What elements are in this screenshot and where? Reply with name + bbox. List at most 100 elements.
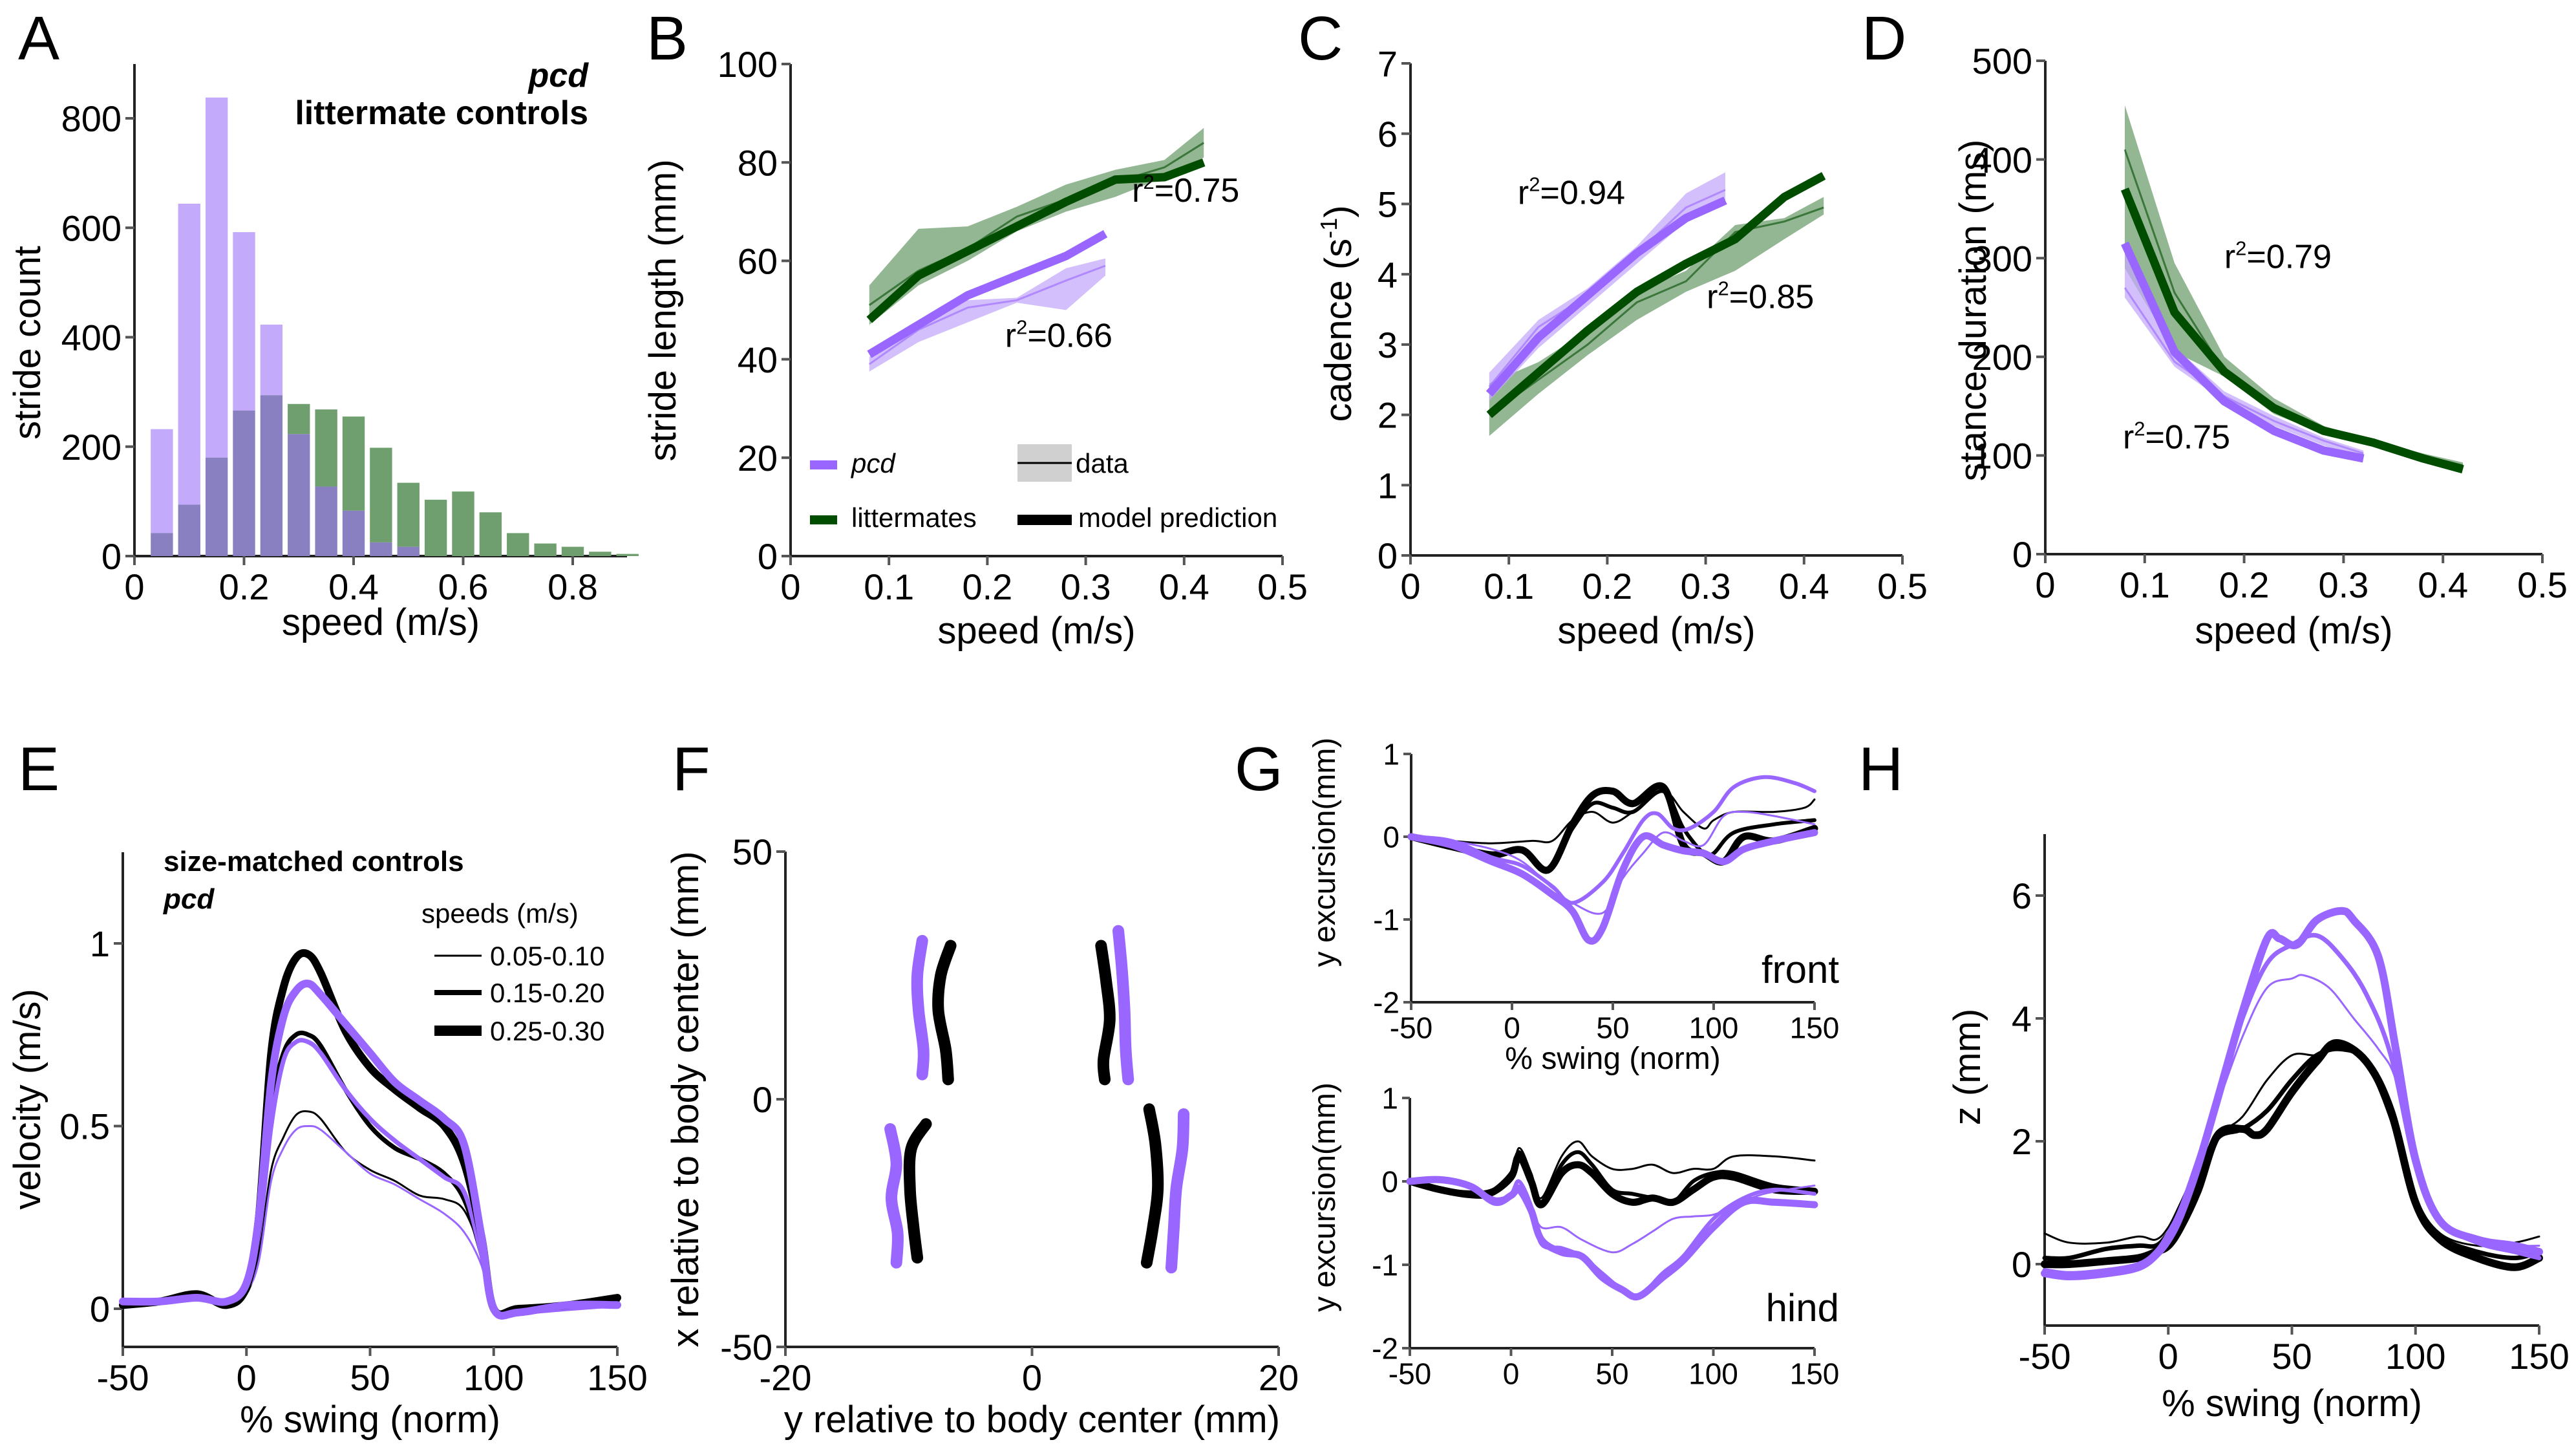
bar-littermate-controls — [452, 491, 474, 556]
y-tick-label: 1 — [90, 923, 110, 964]
curve-pcd-speed-2 — [2041, 907, 2543, 1280]
superscript-2: 2 — [1016, 316, 1027, 339]
y-tick-label: 400 — [61, 317, 122, 358]
x-tick-label: 0.2 — [219, 566, 270, 607]
bar-littermate-controls — [397, 482, 420, 547]
model-line-pcd — [2121, 241, 2365, 463]
curve-controls-speed-0 — [122, 1110, 619, 1314]
curve-pcd-speed-1 — [1409, 775, 1816, 905]
bar-littermate-controls — [315, 409, 337, 487]
y-tick-label: 0 — [758, 536, 778, 577]
legend-speeds-title: speeds (m/s) — [421, 898, 579, 929]
panel-letter-b: B — [646, 4, 688, 73]
model-line-littermates — [2120, 187, 2464, 474]
x-tick-label: 0.1 — [1484, 566, 1534, 607]
curve-pcd-speed-2 — [119, 980, 621, 1320]
x-tick-label: 0 — [124, 566, 144, 607]
y-tick-label: 1 — [1381, 1082, 1398, 1115]
y-axis-label: y excursion(mm) — [1308, 1082, 1342, 1312]
x-axis-label: % swing (norm) — [240, 1399, 500, 1441]
model-line-littermates — [1486, 172, 1826, 418]
panel-g-hind-y-excursion: -50 0 50 100 150 -2 -1 0 1 y excursion(mm) hind — [1308, 1082, 1839, 1391]
y-tick-label: 600 — [61, 208, 122, 248]
y-tick-label: 800 — [61, 98, 122, 139]
x-tick-label: 50 — [350, 1357, 390, 1398]
data-line-littermates — [1488, 206, 1824, 416]
trajectory-pcd — [1112, 925, 1134, 1086]
bar-littermate-controls — [589, 552, 612, 556]
panel-e-velocity: -50 0 50 100 150 0 0.5 1 % swing (norm) velocity … — [6, 846, 648, 1441]
y-tick-label: 5 — [1378, 184, 1398, 225]
bar-pcd — [233, 232, 255, 411]
x-tick-label: 0.4 — [1779, 566, 1829, 607]
curve-controls-speed-2 — [1407, 782, 1818, 874]
bar-pcd — [260, 325, 283, 396]
x-tick-label: 0.5 — [2517, 564, 2568, 605]
y-tick-label: 200 — [1972, 337, 2032, 378]
x-tick-label: 100 — [463, 1357, 524, 1398]
legend-pcd: pcd — [527, 57, 590, 94]
y-tick-label: 0 — [1381, 1165, 1398, 1199]
panel-g-front-label: front — [1762, 948, 1839, 991]
x-tick-label: 0 — [2035, 564, 2055, 605]
y-axis-label-end: ) — [1317, 205, 1359, 217]
x-tick-label: 0.4 — [328, 566, 379, 607]
curve-pcd-speed-0 — [122, 1124, 619, 1315]
x-tick-label: 100 — [2385, 1336, 2445, 1377]
y-tick-label: -50 — [720, 1327, 772, 1368]
trajectory-pcd — [884, 1123, 904, 1269]
x-tick-label: -50 — [2019, 1336, 2071, 1377]
bar-overlap — [288, 434, 310, 556]
trajectory-controls — [1095, 940, 1116, 1086]
x-tick-label: 0.3 — [1681, 566, 1731, 607]
y-tick-label: -2 — [1373, 986, 1400, 1020]
bar-littermate-controls — [342, 416, 365, 511]
trajectory-pcd — [1166, 1108, 1190, 1274]
curve-controls-speed-1 — [1409, 789, 1816, 871]
y-tick-label: 0.5 — [59, 1106, 110, 1147]
x-tick-label: 0.6 — [438, 566, 489, 607]
x-tick-label: -50 — [1389, 1357, 1431, 1391]
y-tick-label: 0 — [2012, 534, 2032, 575]
curve-pcd-speed-0 — [1410, 810, 1816, 915]
bar-overlap — [315, 486, 337, 556]
x-tick-label: 0 — [237, 1357, 257, 1398]
panel-letter-c: C — [1298, 4, 1343, 73]
x-tick-label: 0.3 — [1061, 566, 1111, 607]
panel-a-stride-histogram: 0 0.2 0.4 0.6 0.8 0 200 400 600 800 speed (m/s) str… — [6, 57, 639, 643]
legend-swatch-littermates — [810, 515, 837, 524]
y-tick-label: 6 — [2012, 876, 2032, 916]
x-tick-label: 150 — [587, 1357, 647, 1398]
panel-letter-e: E — [18, 735, 59, 804]
curve-pcd-speed-2 — [1406, 1176, 1818, 1301]
y-tick-label: 80 — [738, 142, 778, 183]
legend-swatch-pcd — [810, 460, 837, 469]
bar-overlap — [151, 533, 173, 556]
legend: size-matched controls pcd speeds (m/s) 0.05… — [163, 846, 604, 1046]
r-squared-value: =0.75 — [2145, 419, 2231, 457]
panel-letter-d: D — [1862, 4, 1906, 73]
y-tick-label: 1 — [1383, 738, 1400, 771]
bar-littermate-controls — [424, 499, 447, 556]
x-tick-label: -20 — [760, 1357, 812, 1398]
panel-b-stride-length: 0 0.1 0.2 0.3 0.4 0.5 0 20 40 60 80 100 speed (m/s) s… — [642, 44, 1308, 652]
y-tick-label: 300 — [1972, 238, 2032, 279]
y-axis-label: stride length (mm) — [642, 159, 684, 461]
trajectory-controls — [1140, 1103, 1164, 1269]
r-squared-value: =0.85 — [1729, 278, 1815, 316]
legend-littermate-controls: littermate controls — [295, 94, 588, 132]
panel-letter-f: F — [672, 735, 710, 804]
trajectory-controls — [932, 940, 957, 1086]
bar-overlap — [233, 410, 255, 556]
y-tick-label: 100 — [718, 44, 778, 85]
panel-d-stance-duration: 0 0.1 0.2 0.3 0.4 0.5 0 100 200 300 400 500 speed (m… — [1952, 41, 2568, 652]
r-squared-pcd: r2=0.94 — [1518, 173, 1625, 211]
x-tick-label: -50 — [1390, 1011, 1432, 1045]
x-axis-label: % swing (norm) — [1505, 1042, 1720, 1076]
r-squared-value: =0.94 — [1540, 174, 1625, 211]
legend-label-model-prediction: model prediction — [1078, 502, 1277, 533]
y-tick-label: 0 — [101, 536, 122, 577]
r-squared-pcd: r2=0.66 — [1005, 316, 1112, 355]
y-tick-label: 500 — [1972, 41, 2032, 81]
